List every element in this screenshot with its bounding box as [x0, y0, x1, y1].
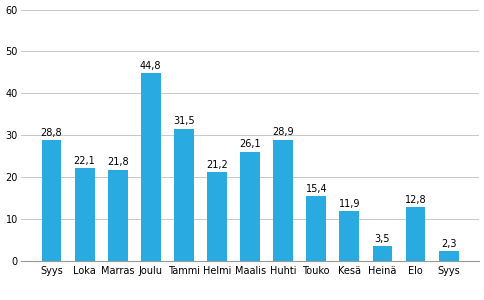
- Text: 21,2: 21,2: [206, 160, 227, 170]
- Bar: [306, 196, 326, 261]
- Bar: [405, 207, 424, 261]
- Bar: [438, 251, 458, 261]
- Bar: [272, 140, 292, 261]
- Bar: [372, 246, 392, 261]
- Text: 44,8: 44,8: [140, 61, 161, 71]
- Text: 12,8: 12,8: [404, 195, 425, 205]
- Bar: [107, 169, 127, 261]
- Bar: [174, 129, 194, 261]
- Text: 15,4: 15,4: [305, 184, 326, 194]
- Text: 28,9: 28,9: [272, 127, 293, 137]
- Text: 2,3: 2,3: [440, 239, 455, 249]
- Text: 26,1: 26,1: [239, 139, 260, 149]
- Text: 22,1: 22,1: [74, 156, 95, 166]
- Text: 28,8: 28,8: [41, 128, 62, 138]
- Text: 11,9: 11,9: [338, 199, 360, 208]
- Bar: [42, 140, 61, 261]
- Text: 31,5: 31,5: [173, 116, 194, 126]
- Bar: [339, 211, 359, 261]
- Bar: [75, 168, 94, 261]
- Text: 3,5: 3,5: [374, 234, 390, 244]
- Bar: [140, 73, 160, 261]
- Text: 21,8: 21,8: [106, 157, 128, 167]
- Bar: [240, 152, 259, 261]
- Bar: [207, 172, 227, 261]
